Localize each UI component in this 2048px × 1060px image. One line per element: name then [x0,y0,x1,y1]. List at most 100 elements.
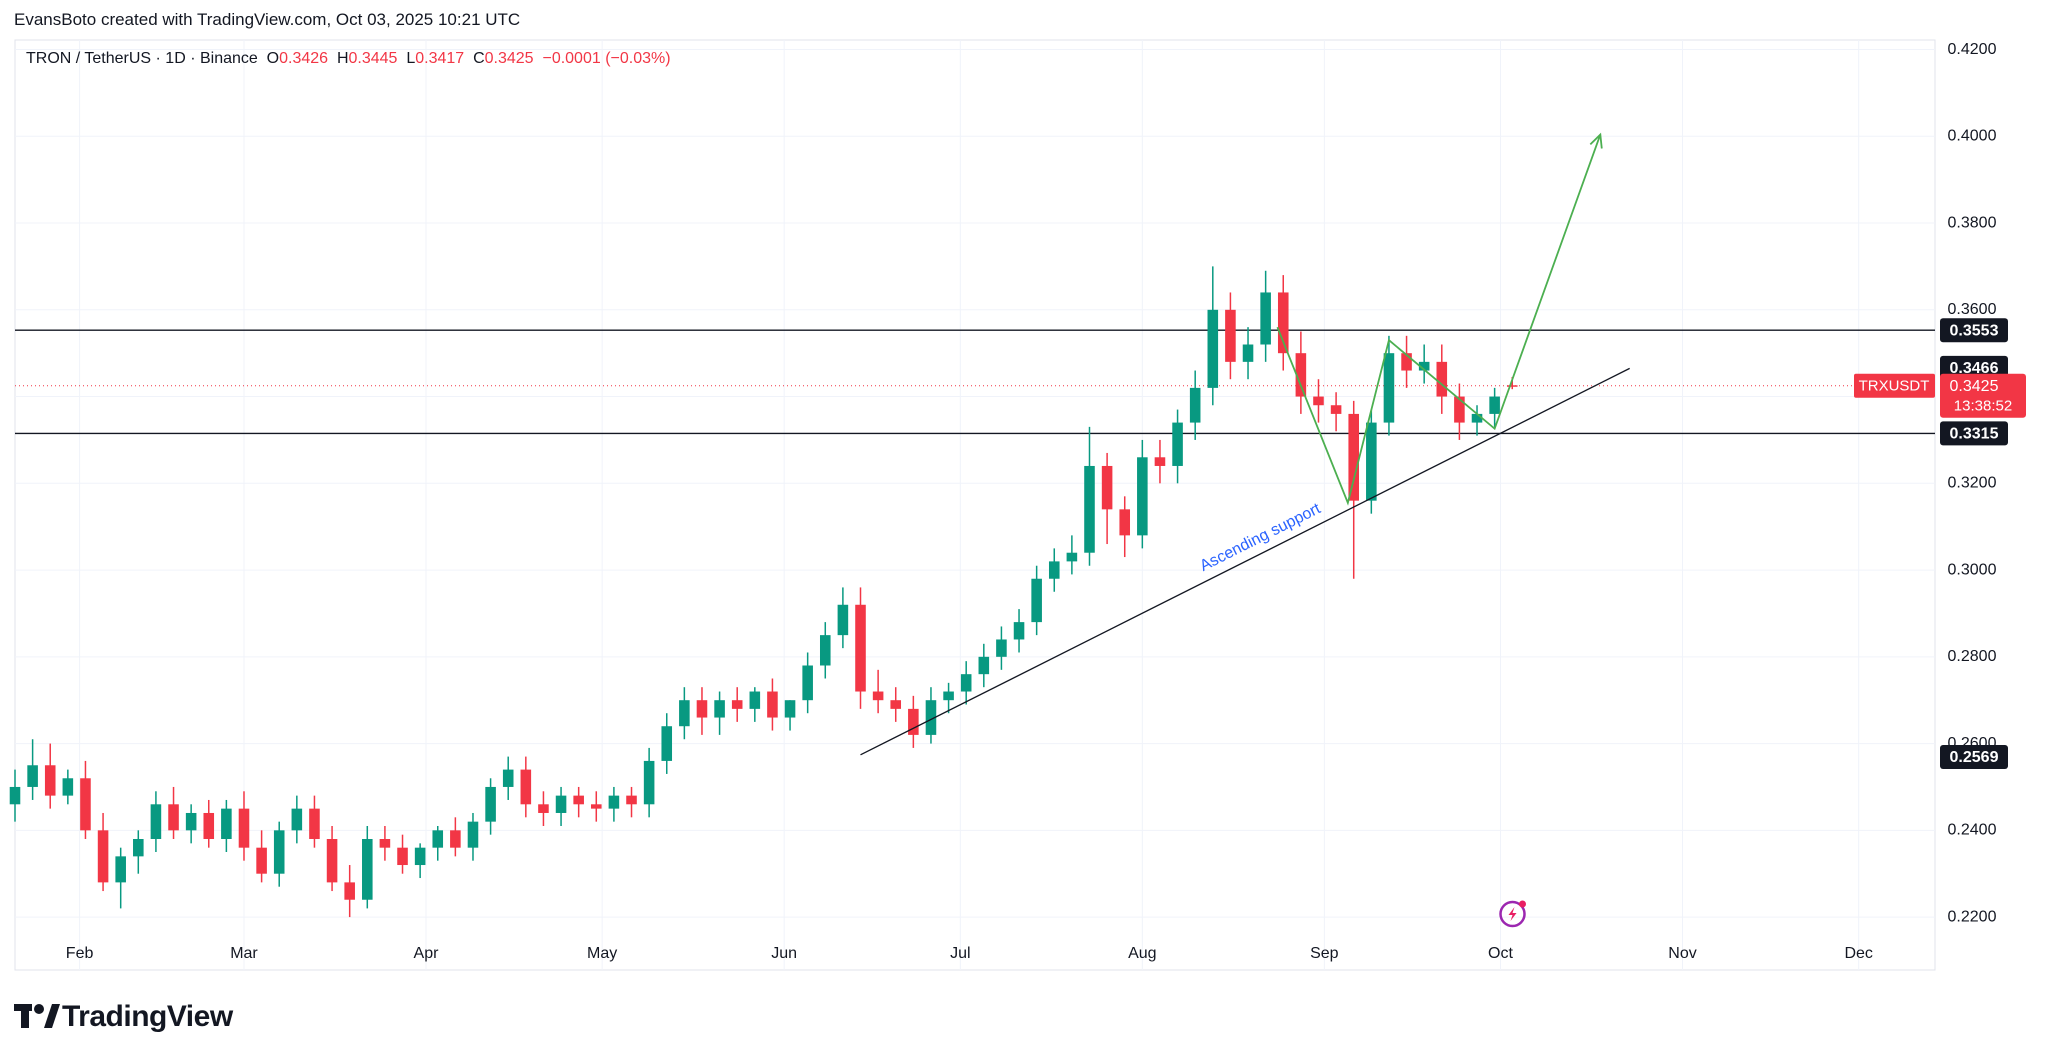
candle-body [467,821,479,848]
y-tick-label: 0.3200 [1948,475,1997,492]
projection-path [1276,134,1602,506]
event-icon-bolt [1508,907,1517,921]
candle-body [62,778,74,796]
level-label: 0.2569 [1950,749,1999,766]
symbol-legend: TRON / TetherUS · 1D · Binance O0.3426 H… [26,50,671,68]
ohlc-value: 0.3425 [484,50,534,67]
ohlc-letter: O [266,50,280,67]
candle-body [185,812,197,831]
x-tick-label: Jun [771,945,797,962]
candle-body [819,635,831,666]
candle-body [731,700,743,709]
candle-body [1048,561,1060,579]
x-tick-label: Dec [1844,945,1872,962]
x-tick-label: Mar [230,945,258,962]
ohlc-letter: L [406,50,416,67]
y-tick-label: 0.2200 [1948,908,1997,925]
level-label: 0.3315 [1950,426,1999,443]
candle-body [1454,396,1465,423]
level-tag [1940,318,2008,343]
brand-logo [14,1004,60,1028]
y-tick-label: 0.2400 [1948,822,1997,839]
candle-body [591,804,602,809]
candle-body [1348,413,1359,501]
candle-body [97,830,109,883]
candle-body [238,808,250,848]
candle-body [1330,405,1342,414]
symbol-tag [1854,373,1935,398]
candle-body [555,795,567,813]
candle-body [1295,353,1307,397]
candle-body [996,639,1007,657]
candle-body [309,808,320,840]
candle-body [890,700,902,709]
candle-body [1084,465,1095,553]
trendline-label: Ascending support [1197,500,1324,575]
candle-body [538,804,549,813]
candle-body [450,830,461,848]
candle-body [9,786,21,805]
candle-body [767,691,778,718]
x-tick-label: Aug [1128,945,1156,962]
candle-body [1506,385,1518,387]
candle-body [432,830,444,848]
candle-body [27,765,38,787]
ohlc-value: 0.3445 [348,50,398,67]
symbol-tag-label: TRXUSDT [1859,378,1930,395]
candle-body [872,691,884,701]
candle-body [784,700,796,718]
candle-body [1207,309,1219,388]
candle-body [978,656,990,675]
candle-body [1225,309,1236,362]
event-icon [1499,900,1526,928]
candle-body [925,700,937,735]
candle-body [608,795,620,809]
x-tick-label: Apr [414,945,440,962]
candle-body [1189,387,1201,423]
candle-body [168,804,179,831]
y-tick-label: 0.4000 [1948,128,1997,145]
x-tick-label: Sep [1310,945,1339,962]
candle-body [696,700,708,718]
candle-body [855,604,866,692]
last-price-tag [1940,373,2026,418]
x-tick-label: Jul [950,945,970,962]
candle-body [661,726,673,761]
candle-body [1471,413,1483,423]
candle-body [1313,396,1324,406]
candle-body [1101,465,1113,510]
countdown: 13:38:52 [1954,398,2012,415]
level-label: 0.3466 [1950,360,1999,377]
candle-body [626,795,637,805]
y-tick-label: 0.3600 [1948,301,1997,318]
candle-body [1154,457,1166,466]
candle-body [203,812,215,840]
last-price-label: 0.3425 [1950,378,1999,395]
candle-body [291,808,303,831]
candle-body [150,804,162,840]
candle-body [1260,292,1271,345]
candle-body [256,847,267,874]
change: −0.0001 (−0.03%) [542,50,671,67]
candle-body [1489,396,1500,414]
ohlc-value: 0.3417 [415,50,465,67]
candle-body [1366,422,1377,501]
candle-body [485,786,496,822]
candle-body [344,882,355,900]
candle-body [326,839,338,883]
candle-body [1013,622,1025,640]
y-tick-label: 0.2800 [1948,648,1997,665]
candle-body [837,604,849,636]
candle-body [362,839,373,900]
candle-body [960,674,972,692]
candle-body [943,691,954,701]
candle-body [133,839,144,857]
symbol: TRON / TetherUS · 1D · Binance [26,50,258,67]
plot-frame [14,39,1936,971]
x-tick-label: Nov [1668,945,1696,962]
event-icon-dot [1519,900,1527,908]
candle-body [80,778,91,831]
candle-body [1066,552,1078,562]
brand: TradingView [62,1000,233,1033]
